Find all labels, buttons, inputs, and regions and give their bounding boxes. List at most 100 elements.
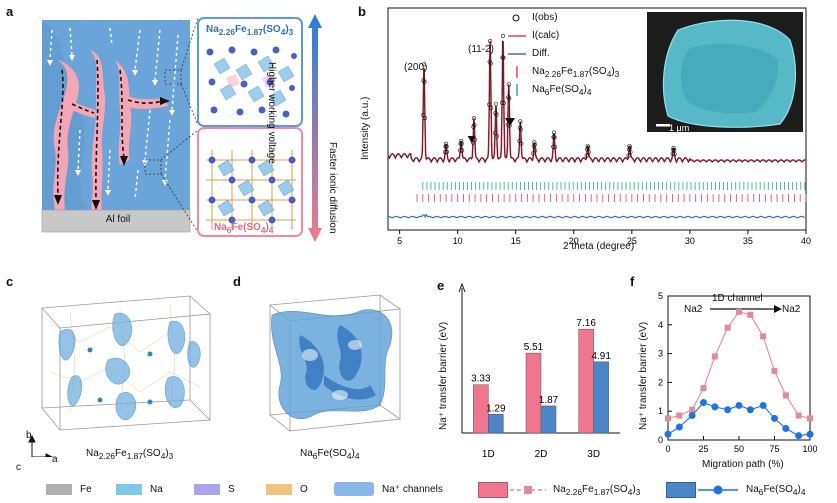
xrd-xtick-label: 35 [743, 236, 753, 246]
na-label: Na [150, 484, 163, 495]
phase2-bar-swatch [666, 482, 696, 498]
xrd-xtick-label: 40 [801, 236, 811, 246]
migration-point-circle [807, 431, 814, 438]
migration-point-square [772, 368, 778, 374]
migration-point-square [747, 312, 753, 318]
channel-label: 1D channel [712, 293, 763, 304]
sem-particle-shade [681, 44, 778, 114]
peak-label-11-2: (11-2) [468, 44, 494, 55]
migration-ytick-label: 5 [658, 291, 663, 301]
migration-point-square [783, 392, 789, 398]
migration-point-square [689, 407, 695, 413]
migration-point-circle [782, 425, 789, 432]
s-label: S [228, 484, 235, 495]
migration-ytick-label: 1 [658, 406, 663, 416]
migration-point-circle [711, 403, 718, 410]
faster-diffusion-label: Faster ionic diffusion [327, 142, 338, 262]
migration-point-circle [724, 406, 731, 413]
legend-impurity-marker [505, 118, 515, 126]
migration-point-circle [747, 406, 754, 413]
migration-point-circle [795, 432, 802, 439]
top-box-formula: Na2.26Fe1.87(SO4)3 [206, 24, 293, 37]
o-label: O [300, 484, 308, 495]
migration-point-circle [700, 399, 707, 406]
migration-xtick-label: 75 [769, 444, 779, 454]
migration-xtick-label: 50 [734, 444, 744, 454]
migration-point-circle [771, 415, 778, 422]
bar-3D-1 [594, 362, 609, 433]
migration-point-square [760, 333, 766, 339]
iobs-point [501, 34, 505, 38]
legend-icalc: I(calc) [532, 30, 559, 41]
migration-ylabel: Na⁺ transfer barrier (eV) [638, 322, 649, 430]
panel-d-structure [240, 285, 430, 435]
xrd-chart: 5 10 15 20 25 30 35 40 [360, 0, 837, 265]
bar-value-label: 1.87 [539, 395, 559, 406]
bottom-legend: Fe Na S O Na⁺ channels Na2.26Fe1.87(SO4)… [0, 478, 837, 503]
fe-swatch [46, 484, 72, 495]
legend-phase2: Na6Fe(SO4)4 [532, 84, 592, 97]
bar-3D-0 [579, 329, 594, 433]
migration-point-circle [676, 424, 683, 431]
phase1-line-swatch [510, 482, 546, 498]
na2-start-label: Na2 [684, 304, 702, 315]
phase2-line-swatch [698, 482, 738, 498]
migration-point-square [701, 385, 707, 391]
migration-xtick-label: 100 [802, 444, 817, 454]
bar-value-label: 7.16 [576, 318, 596, 329]
migration-point-circle [665, 431, 672, 438]
migration-point-square [712, 353, 718, 359]
migration-chart: 0123450 25 50 75 100 [640, 280, 837, 470]
na2-end-label: Na2 [782, 304, 800, 315]
migration-xlabel: Migration path (%) [702, 459, 784, 470]
xrd-xtick-label: 30 [685, 236, 695, 246]
bar-value-label: 1.29 [486, 403, 506, 414]
migration-ytick-label: 3 [658, 349, 663, 359]
migration-point-square [725, 325, 731, 331]
migration-point-circle [760, 402, 767, 409]
channel-arrowhead [774, 305, 782, 313]
panel-label-f: f [630, 274, 634, 289]
migration-xtick-label: 25 [698, 444, 708, 454]
bar-1D-1 [488, 414, 503, 433]
channel-legend-label: Na⁺ channels [382, 484, 443, 495]
panel-d-formula: Na6Fe(SO4)4 [300, 448, 360, 461]
o-swatch [266, 484, 292, 495]
bar-value-label: 3.33 [471, 374, 491, 385]
voltage-diffusion-arrow [308, 14, 322, 242]
migration-point-circle [689, 412, 696, 419]
peak-label-200: (200) [404, 62, 427, 73]
bar-chart: 3.33 1.29 1D 5.51 1.87 2D 7.16 4.91 3D [440, 278, 625, 468]
migration-point-square [676, 413, 682, 419]
migration-point-square [796, 413, 802, 419]
migration-ytick-label: 2 [658, 377, 663, 387]
diff-line [388, 215, 805, 218]
panel-c-structure [20, 282, 230, 457]
migration-ytick-label: 4 [658, 320, 663, 330]
na-swatch [116, 484, 142, 495]
bottom-box-formula: Na6Fe(SO4)4 [214, 222, 274, 235]
legend-iobs-marker [513, 15, 519, 21]
sem-scale-line [656, 124, 670, 127]
xrd-ylabel: Intensity (a.u.) [360, 97, 371, 160]
migration-point-circle [736, 402, 743, 409]
migration-ytick-label: 0 [658, 435, 663, 445]
bar-2D-0 [526, 353, 541, 433]
legend-iobs: I(obs) [532, 12, 558, 23]
panel-label-c: c [6, 274, 13, 289]
channel-swatch [334, 482, 374, 496]
bar-2D-1 [541, 406, 556, 433]
xrd-xtick-label: 15 [511, 236, 521, 246]
panel-a-figure [0, 0, 350, 265]
migration-point-square [665, 415, 671, 421]
xrd-xtick-label: 10 [453, 236, 463, 246]
fe-label: Fe [80, 484, 92, 495]
phase1-bar-swatch [478, 482, 508, 498]
bar-value-label: 4.91 [591, 351, 611, 362]
bar-category-label: 1D [482, 449, 495, 460]
bar-ylabel: Na⁺ transfer barrier (eV) [438, 322, 449, 430]
legend-diff: Diff. [532, 48, 550, 59]
migration-point-square [807, 415, 813, 421]
higher-voltage-label: Higher working voltage [266, 62, 277, 182]
axis-c-label: c [16, 462, 21, 473]
